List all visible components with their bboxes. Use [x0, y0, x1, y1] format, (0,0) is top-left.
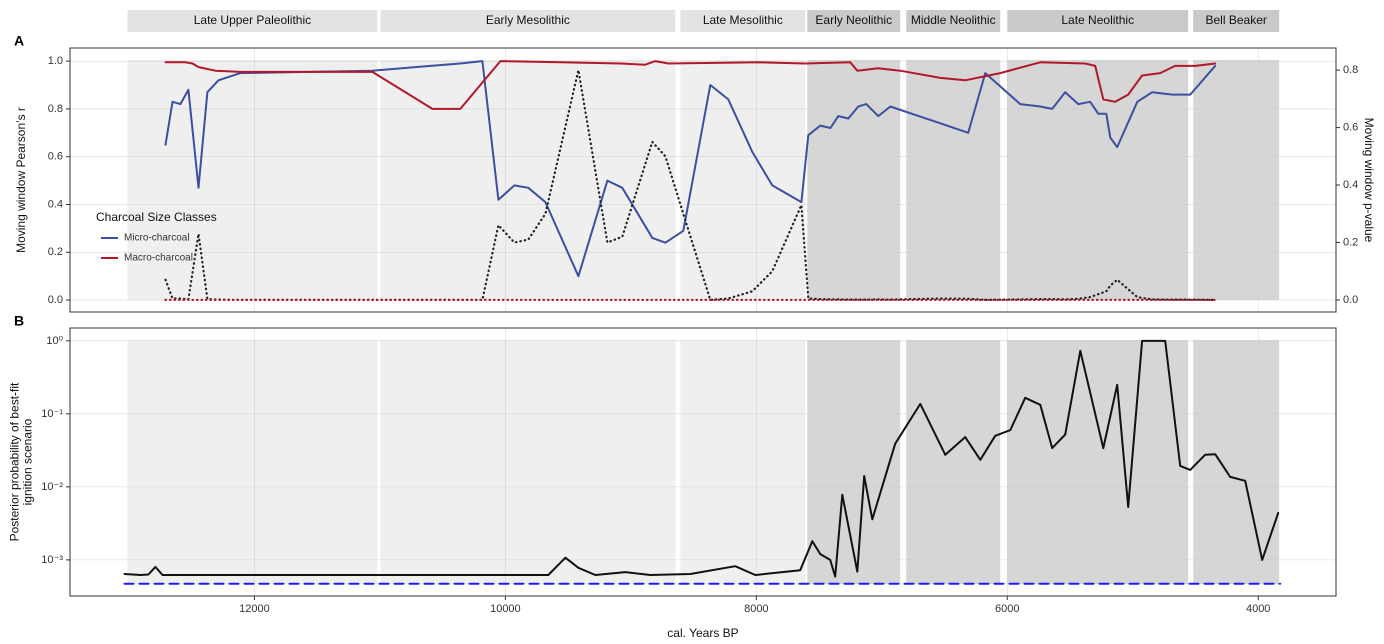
period-shade [906, 60, 1001, 300]
period-shade [1193, 340, 1280, 584]
period-shade [807, 340, 901, 584]
period-label-box [127, 10, 378, 32]
y-tick-label: 10⁻¹ [41, 408, 63, 420]
period-shade [1007, 340, 1189, 584]
period-label-box [380, 10, 676, 32]
y2-tick-label: 0.2 [1343, 236, 1358, 248]
period-label-box [906, 10, 1001, 32]
plot-frame [69, 327, 1337, 597]
period-shade [1007, 60, 1189, 300]
y2-tick-label: 0.6 [1343, 121, 1358, 133]
series-line [164, 69, 1217, 301]
panel-label: A [14, 33, 24, 49]
series-line [164, 60, 1217, 110]
period-label-box [1193, 10, 1280, 32]
legend-title: Charcoal Size Classes [96, 210, 217, 224]
y-tick-label: 0.6 [48, 151, 63, 163]
y2-tick-label: 0.8 [1343, 64, 1358, 76]
y2-tick-label: 0.4 [1343, 179, 1358, 191]
period-label: Late Mesolithic [703, 13, 783, 27]
period-shade [807, 60, 901, 300]
y2-axis-title: Moving window p-value [1362, 118, 1376, 243]
period-shade [380, 60, 676, 300]
x-tick-label: 6000 [995, 603, 1019, 615]
period-shade [680, 60, 806, 300]
y-axis-title: Posterior probability of best-fit [8, 382, 22, 541]
y-tick-label: 0.4 [48, 198, 63, 210]
y-tick-label: 10⁻³ [41, 554, 63, 566]
y-tick-label: 1.0 [48, 55, 63, 67]
period-shade [127, 340, 378, 584]
y2-tick-label: 0.0 [1343, 294, 1358, 306]
period-shade [906, 340, 1001, 584]
y-tick-label: 0.2 [48, 246, 63, 258]
x-tick-label: 10000 [490, 603, 521, 615]
y-axis-title: ignition scenario [21, 418, 35, 505]
period-shade [380, 340, 676, 584]
y-tick-label: 0.0 [48, 294, 63, 306]
y-tick-label: 10⁰ [46, 335, 63, 347]
period-shade [127, 60, 378, 300]
x-tick-label: 8000 [744, 603, 768, 615]
period-shade [1193, 60, 1280, 300]
period-shade [680, 340, 806, 584]
period-label: Late Neolithic [1061, 13, 1134, 27]
x-tick-label: 12000 [239, 603, 270, 615]
panel-label: B [14, 313, 24, 329]
period-label: Middle Neolithic [911, 13, 996, 27]
series-line [123, 339, 1280, 578]
series-line [164, 60, 1217, 278]
period-label-box [680, 10, 806, 32]
x-axis-title: cal. Years BP [667, 626, 738, 640]
period-label: Bell Beaker [1206, 13, 1267, 27]
y-axis-title: Moving window Pearson’s r [14, 107, 28, 253]
x-tick-label: 4000 [1246, 603, 1270, 615]
period-label: Early Neolithic [815, 13, 892, 27]
period-label-box [807, 10, 901, 32]
legend-label: Macro-charcoal [124, 253, 193, 264]
legend-label: Micro-charcoal [124, 233, 190, 244]
plot-frame [69, 47, 1337, 313]
y-tick-label: 0.8 [48, 103, 63, 115]
period-label-box [1007, 10, 1189, 32]
period-label: Late Upper Paleolithic [194, 13, 311, 27]
y-tick-label: 10⁻² [41, 481, 63, 493]
period-label: Early Mesolithic [486, 13, 570, 27]
